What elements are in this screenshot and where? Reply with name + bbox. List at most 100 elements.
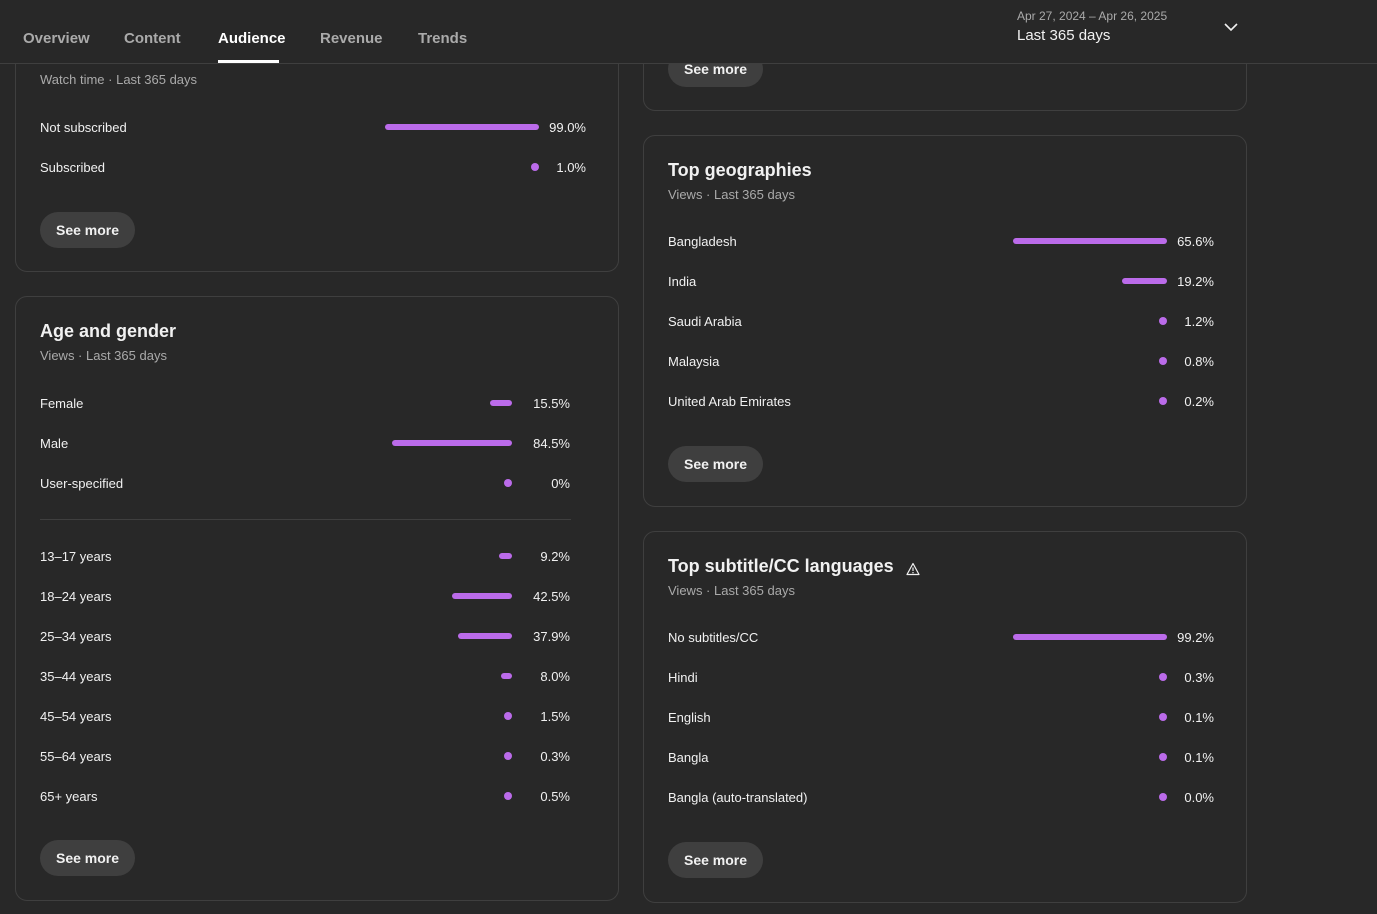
metric-row: Bangladesh 65.6% <box>668 231 1214 251</box>
tab-revenue[interactable]: Revenue <box>320 30 383 47</box>
percentage-bar <box>500 673 512 679</box>
row-value: 1.0% <box>556 159 586 175</box>
row-label: 65+ years <box>40 788 98 804</box>
analytics-header: Overview Content Audience Revenue Trends… <box>0 0 1377 64</box>
percentage-dot <box>504 792 512 800</box>
percentage-bar <box>489 400 512 406</box>
row-label: Bangladesh <box>668 233 737 249</box>
row-label: 25–34 years <box>40 628 112 644</box>
percentage-dot <box>1159 317 1167 325</box>
row-label: 55–64 years <box>40 748 112 764</box>
age-gender-card: Age and gender Views · Last 365 days Fem… <box>15 296 619 901</box>
percentage-dot <box>504 712 512 720</box>
metric-row: 45–54 years 1.5% <box>40 706 570 726</box>
metric-row: 55–64 years 0.3% <box>40 746 570 766</box>
percentage-bar <box>1013 634 1167 640</box>
row-value: 99.2% <box>1177 629 1214 645</box>
metric-row: United Arab Emirates 0.2% <box>668 391 1214 411</box>
date-period-label[interactable]: Last 365 days <box>1017 27 1111 44</box>
row-label: India <box>668 273 697 289</box>
percentage-dot <box>1159 753 1167 761</box>
metric-row: 25–34 years 37.9% <box>40 626 570 646</box>
percentage-bar <box>1121 278 1167 284</box>
divider <box>40 519 571 520</box>
row-label: Malaysia <box>668 353 720 369</box>
row-value: 1.5% <box>540 708 570 724</box>
age-gender-title: Age and gender <box>40 321 177 341</box>
row-value: 0.1% <box>1184 749 1214 765</box>
tab-trends[interactable]: Trends <box>418 30 468 47</box>
metric-row: No subtitles/CC 99.2% <box>668 627 1214 647</box>
percentage-bar <box>392 440 512 446</box>
row-label: Bangla <box>668 749 709 765</box>
percentage-dot <box>1159 673 1167 681</box>
tab-audience[interactable]: Audience <box>218 30 286 47</box>
row-value: 0.0% <box>1184 789 1214 805</box>
row-label: United Arab Emirates <box>668 393 791 409</box>
row-value: 0.5% <box>540 788 570 804</box>
row-value: 99.0% <box>549 119 586 135</box>
row-value: 0.2% <box>1184 393 1214 409</box>
metric-row: 35–44 years 8.0% <box>40 666 570 686</box>
tab-overview[interactable]: Overview <box>23 30 90 47</box>
card-subtitle: Views · Last 365 days <box>668 583 795 598</box>
metric-row: Not subscribed 99.0% <box>40 117 586 137</box>
row-label: User-specified <box>40 475 124 491</box>
metric-row: Bangla 0.1% <box>668 747 1214 767</box>
card-subtitle: Views · Last 365 days <box>40 348 167 363</box>
row-label: 13–17 years <box>40 548 112 564</box>
active-tab-indicator <box>218 60 279 63</box>
card-title: Top geographies <box>668 160 812 181</box>
row-label: 35–44 years <box>40 668 112 684</box>
percentage-bar <box>451 593 512 599</box>
card-subtitle: Views · Last 365 days <box>668 187 795 202</box>
see-more-button[interactable]: See more <box>668 446 764 482</box>
row-value: 15.5% <box>533 395 570 411</box>
row-label: 18–24 years <box>40 588 112 604</box>
see-more-button[interactable]: See more <box>40 840 136 876</box>
see-more-button[interactable]: See more <box>40 212 136 248</box>
row-value: 42.5% <box>533 588 570 604</box>
percentage-bar <box>1012 238 1167 244</box>
metric-row: User-specified 0% <box>40 473 570 493</box>
metric-row: Malaysia 0.8% <box>668 351 1214 371</box>
row-label: Subscribed <box>40 159 106 175</box>
row-value: 8.0% <box>540 668 570 684</box>
chevron-down-icon[interactable] <box>1222 18 1240 36</box>
percentage-bar <box>384 124 539 130</box>
percentage-bar <box>458 633 512 639</box>
date-range-text[interactable]: Apr 27, 2024 – Apr 26, 2025 <box>1017 9 1168 23</box>
row-value: 0.8% <box>1184 353 1214 369</box>
row-value: 19.2% <box>1177 273 1214 289</box>
row-label: Female <box>40 395 84 411</box>
geographies-title: Top geographies <box>668 160 812 180</box>
row-value: 0.3% <box>1184 669 1214 685</box>
warning-icon[interactable] <box>906 560 920 575</box>
row-label: Male <box>40 435 69 451</box>
card-title: Age and gender <box>40 321 176 342</box>
tab-content[interactable]: Content <box>124 30 181 47</box>
metric-row: Hindi 0.3% <box>668 667 1214 687</box>
percentage-dot <box>1159 793 1167 801</box>
card-title: Top subtitle/CC languages <box>668 556 920 577</box>
row-value: 37.9% <box>533 628 570 644</box>
row-label: No subtitles/CC <box>668 629 759 645</box>
see-more-button[interactable]: See more <box>668 842 764 878</box>
row-label: English <box>668 709 711 725</box>
percentage-bar <box>498 553 512 559</box>
metric-row: 18–24 years 42.5% <box>40 586 570 606</box>
top-geographies-card: Top geographies Views · Last 365 days Ba… <box>643 135 1247 507</box>
row-value: 0.1% <box>1184 709 1214 725</box>
top-subtitle-languages-card: Top subtitle/CC languages Views · Last 3… <box>643 531 1247 903</box>
percentage-dot <box>504 752 512 760</box>
percentage-dot <box>1159 357 1167 365</box>
row-label: Saudi Arabia <box>668 313 742 329</box>
subtitles-title: Top subtitle/CC languages <box>668 556 894 576</box>
row-label: Bangla (auto-translated) <box>668 789 808 805</box>
row-value: 84.5% <box>533 435 570 451</box>
metric-row: 65+ years 0.5% <box>40 786 570 806</box>
percentage-dot <box>531 163 539 171</box>
metric-row: 13–17 years 9.2% <box>40 546 570 566</box>
row-value: 9.2% <box>540 548 570 564</box>
